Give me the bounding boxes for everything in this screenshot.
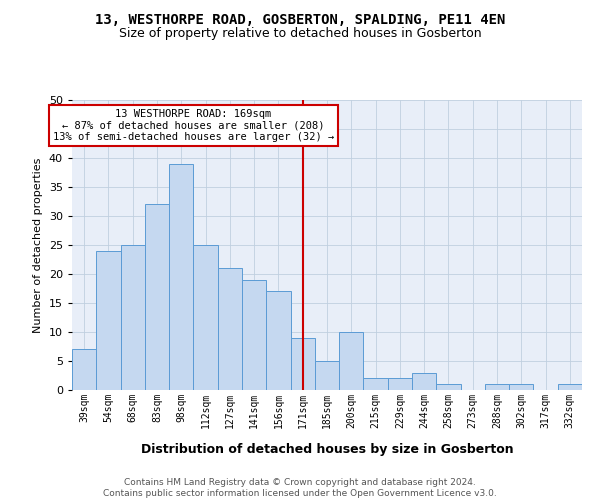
Bar: [72, 350, 96, 390]
Bar: [193, 245, 218, 390]
Bar: [485, 384, 509, 390]
Bar: [315, 361, 339, 390]
Text: Contains HM Land Registry data © Crown copyright and database right 2024.
Contai: Contains HM Land Registry data © Crown c…: [103, 478, 497, 498]
Bar: [242, 280, 266, 390]
Bar: [290, 338, 315, 390]
Text: 13 WESTHORPE ROAD: 169sqm
← 87% of detached houses are smaller (208)
13% of semi: 13 WESTHORPE ROAD: 169sqm ← 87% of detac…: [53, 108, 334, 142]
Bar: [436, 384, 461, 390]
Bar: [412, 372, 436, 390]
Bar: [169, 164, 193, 390]
Bar: [266, 292, 290, 390]
Y-axis label: Number of detached properties: Number of detached properties: [33, 158, 43, 332]
Bar: [558, 384, 582, 390]
Bar: [388, 378, 412, 390]
Text: Distribution of detached houses by size in Gosberton: Distribution of detached houses by size …: [140, 442, 514, 456]
Bar: [96, 251, 121, 390]
Text: 13, WESTHORPE ROAD, GOSBERTON, SPALDING, PE11 4EN: 13, WESTHORPE ROAD, GOSBERTON, SPALDING,…: [95, 12, 505, 26]
Bar: [339, 332, 364, 390]
Bar: [364, 378, 388, 390]
Text: Size of property relative to detached houses in Gosberton: Size of property relative to detached ho…: [119, 28, 481, 40]
Bar: [145, 204, 169, 390]
Bar: [509, 384, 533, 390]
Bar: [121, 245, 145, 390]
Bar: [218, 268, 242, 390]
